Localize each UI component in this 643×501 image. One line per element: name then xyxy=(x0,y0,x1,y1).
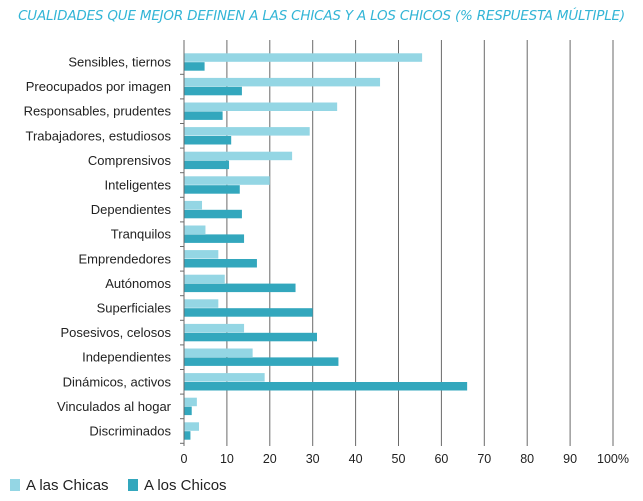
category-label: Emprendedores xyxy=(79,251,172,266)
bar-chicos xyxy=(184,259,257,268)
x-tick-label: 60 xyxy=(434,452,448,466)
bar-chicos xyxy=(184,111,223,120)
bar-chicas xyxy=(184,323,245,333)
category-labels: Sensibles, tiernos Preocupados por imagen… xyxy=(24,55,172,439)
category-label: Superficiales xyxy=(97,301,172,316)
bar-chicas xyxy=(184,225,206,234)
category-label: Posesivos, celosos xyxy=(60,325,171,340)
bar-chicos xyxy=(184,185,240,194)
bar-chicas xyxy=(184,373,265,382)
bar-chicas xyxy=(184,53,423,62)
legend-swatch xyxy=(10,479,20,491)
bar-chicas xyxy=(184,299,219,308)
bar-chicos xyxy=(184,283,296,293)
bar-chicos xyxy=(184,332,317,342)
bar-chicos xyxy=(184,357,339,366)
bar-chicos xyxy=(184,308,313,317)
bar-chicas xyxy=(184,102,338,111)
bar-chicos xyxy=(184,86,242,96)
category-label: Vinculados al hogar xyxy=(57,399,172,414)
legend: A las Chicas A los Chicos xyxy=(10,477,227,494)
category-label: Independientes xyxy=(82,350,171,365)
x-tick-label: 100% xyxy=(597,452,629,466)
x-tick-label: 80 xyxy=(520,452,534,466)
bar-chicos xyxy=(184,160,230,170)
bar-chicos xyxy=(184,209,242,219)
category-label: Trabajadores, estudiosos xyxy=(26,128,172,143)
bar-chicas xyxy=(184,127,310,136)
category-label: Tranquilos xyxy=(111,227,172,242)
bar-chicas xyxy=(184,397,197,407)
category-label: Comprensivos xyxy=(88,153,172,168)
legend-label: A los Chicos xyxy=(144,477,227,494)
x-tick-label: 20 xyxy=(263,452,277,466)
bar-chicas xyxy=(184,348,253,357)
x-tick-label: 0 xyxy=(181,452,188,466)
bar-chicos xyxy=(184,382,468,391)
x-tick-label: 90 xyxy=(563,452,577,466)
category-label: Autónomos xyxy=(105,276,171,291)
bar-chicos xyxy=(184,431,191,440)
x-tick-label: 10 xyxy=(220,452,234,466)
category-label: Sensibles, tiernos xyxy=(68,55,171,70)
x-tick-labels: 0 10 20 30 40 50 60 70 80 90 100% xyxy=(181,452,629,466)
bar-chicas xyxy=(184,151,293,161)
bar-chicos xyxy=(184,234,245,243)
axes xyxy=(180,40,185,446)
x-tick-label: 40 xyxy=(349,452,363,466)
legend-swatch xyxy=(128,479,138,491)
bar-chicas xyxy=(184,274,225,284)
bar-chicas xyxy=(184,176,270,185)
category-label: Dependientes xyxy=(91,202,172,217)
bar-chicos xyxy=(184,136,232,145)
x-tick-label: 50 xyxy=(392,452,406,466)
bar-chicas xyxy=(184,200,203,210)
bar-chicas xyxy=(184,250,219,259)
gridlines xyxy=(226,40,614,446)
category-label: Dinámicos, activos xyxy=(63,374,172,389)
chart-title: CUALIDADES QUE MEJOR DEFINEN A LAS CHICA… xyxy=(18,8,625,24)
bar-chicas xyxy=(184,422,200,431)
category-label: Inteligentes xyxy=(105,178,172,193)
bars xyxy=(184,53,468,440)
x-tick-label: 30 xyxy=(306,452,320,466)
x-tick-label: 70 xyxy=(477,452,491,466)
bar-chicos xyxy=(184,62,205,71)
legend-label: A las Chicas xyxy=(26,477,109,494)
category-label: Responsables, prudentes xyxy=(24,104,172,119)
bar-chicas xyxy=(184,77,381,87)
category-label: Preocupados por imagen xyxy=(26,79,171,94)
bar-chicos xyxy=(184,406,192,416)
category-label: Discriminados xyxy=(89,424,171,439)
